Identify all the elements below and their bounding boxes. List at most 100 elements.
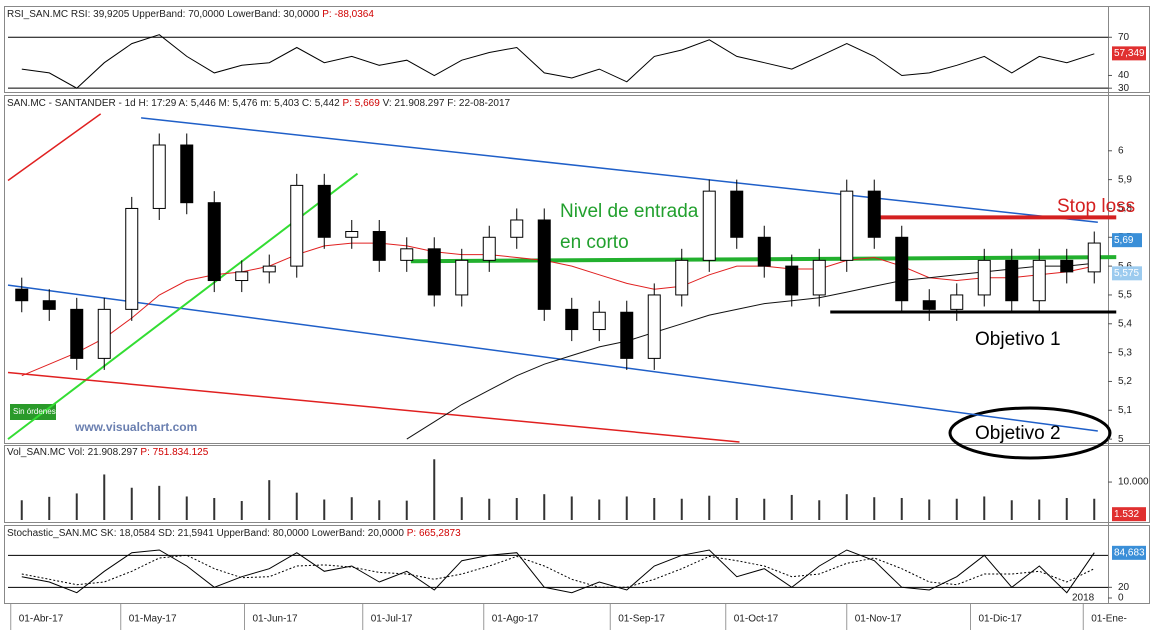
panel-title-part: V: 21.908.297 F: 22-08-2017 — [383, 98, 511, 109]
x-tick-label: 01-Jul-17 — [371, 614, 413, 625]
candle-body — [180, 144, 194, 204]
candle-body — [840, 190, 854, 261]
y-tick-label: 5,6 — [1118, 261, 1132, 272]
volume-bar — [625, 496, 628, 520]
candle-body — [1060, 259, 1074, 273]
panel-title-part: P: 5,669 — [343, 98, 381, 109]
price-tag-label: 5,575 — [1114, 268, 1139, 279]
y-tick-label: 5,8 — [1118, 203, 1132, 214]
volume-frame — [4, 445, 1150, 523]
panel-title: Vol_SAN.MC Vol: 21.908.297 P: 751.834.12… — [7, 447, 209, 458]
panel-title-part: P: 751.834.125 — [140, 447, 208, 458]
volume-bar — [158, 485, 161, 520]
price-tag — [1112, 233, 1142, 248]
candle-body — [647, 294, 661, 359]
volume-bar — [515, 497, 518, 520]
volume-bar — [1010, 500, 1013, 520]
volume-bar — [900, 497, 903, 520]
annotation: en corto — [560, 232, 629, 253]
volume-bar — [543, 494, 546, 520]
candle-body — [950, 294, 964, 310]
value-tag — [1112, 507, 1146, 522]
volume-bar — [323, 499, 326, 520]
y-tick-label: 5,3 — [1118, 347, 1132, 358]
y-tick-label: 5,9 — [1118, 174, 1132, 185]
volume-bar — [48, 496, 51, 520]
candle-body — [97, 308, 111, 359]
candle-body — [427, 248, 441, 296]
y-tick-label: 5,4 — [1118, 318, 1132, 329]
value-tag-label: 1.532 — [1114, 509, 1139, 520]
volume-bar — [350, 497, 353, 520]
x-tick-label: 01-Abr-17 — [19, 614, 64, 625]
status-box — [10, 404, 56, 420]
x-tick-label: 01-Sep-17 — [618, 614, 665, 625]
candle-body — [895, 236, 909, 302]
x-tick-label: 01-Ago-17 — [492, 614, 539, 625]
candle-body — [15, 288, 29, 302]
volume-bar — [460, 497, 463, 520]
candle-body — [345, 231, 359, 238]
volume-bar — [708, 495, 711, 520]
volume-bar — [130, 487, 133, 520]
y-tick-label: 0 — [1118, 593, 1124, 604]
rsi-frame — [4, 6, 1150, 93]
volume-bar — [735, 497, 738, 520]
volume-bar — [598, 499, 601, 520]
candle-body — [152, 144, 166, 209]
y-tick-label: 5,2 — [1118, 376, 1132, 387]
price-frame — [4, 95, 1150, 444]
candle-body — [675, 259, 689, 296]
moving-average — [21, 242, 1095, 377]
indicator-line — [21, 554, 1095, 588]
y-tick-label: 5 — [1118, 434, 1124, 445]
volume-bar — [818, 500, 821, 520]
y-tick-label: 6 — [1118, 145, 1124, 156]
annotation: Stop loss — [1057, 196, 1135, 217]
volume-bar — [488, 498, 491, 520]
candle-body — [207, 202, 221, 282]
candle-body — [262, 265, 276, 273]
x-tick-label: 01-May-17 — [129, 614, 177, 625]
panel-title-part: P: -88,0364 — [322, 9, 374, 20]
y-tick-label: 40 — [1118, 70, 1130, 81]
annotation: Sin órdenes — [13, 407, 56, 416]
x-tick-label: 01-Oct-17 — [734, 614, 779, 625]
candle-body — [372, 231, 386, 261]
annotation: Objetivo 1 — [975, 329, 1061, 350]
candle-body — [455, 259, 469, 296]
volume-bar — [213, 497, 216, 520]
x-tick-label: 01-Jun-17 — [253, 614, 298, 625]
candle-body — [42, 300, 56, 310]
candle-body — [730, 190, 744, 238]
annotation: Nivel de entrada — [560, 201, 699, 222]
indicator-line — [21, 549, 1095, 594]
indicator-line — [21, 34, 1095, 89]
trend-line — [141, 117, 1098, 224]
y-tick-label: 5,1 — [1118, 405, 1132, 416]
volume-bar — [405, 500, 408, 520]
candle-body — [922, 300, 936, 310]
volume-bar — [75, 493, 78, 520]
volume-bar — [268, 480, 271, 520]
panel-title-part: Vol_SAN.MC Vol: 21.908.297 — [7, 447, 138, 458]
x-tick-label: 01-Dic-17 — [979, 614, 1023, 625]
candle-body — [1005, 259, 1019, 302]
x-tick-label: 01-Ene- — [1091, 614, 1127, 625]
volume-bar — [20, 500, 23, 520]
volume-bar — [790, 494, 793, 520]
candle-body — [565, 308, 579, 331]
volume-bar — [240, 501, 243, 520]
candle-body — [620, 311, 634, 359]
candle-body — [1087, 242, 1101, 273]
candle-body — [70, 308, 84, 359]
candle-body — [867, 190, 881, 238]
candle-body — [125, 207, 139, 310]
y-tick-label: 20 — [1118, 582, 1130, 593]
candle-body — [290, 184, 304, 267]
candle-body — [702, 190, 716, 261]
volume-bar — [845, 494, 848, 520]
candle-body — [537, 219, 551, 310]
value-tag — [1112, 46, 1146, 61]
value-tag-label: 57,349 — [1114, 48, 1145, 59]
